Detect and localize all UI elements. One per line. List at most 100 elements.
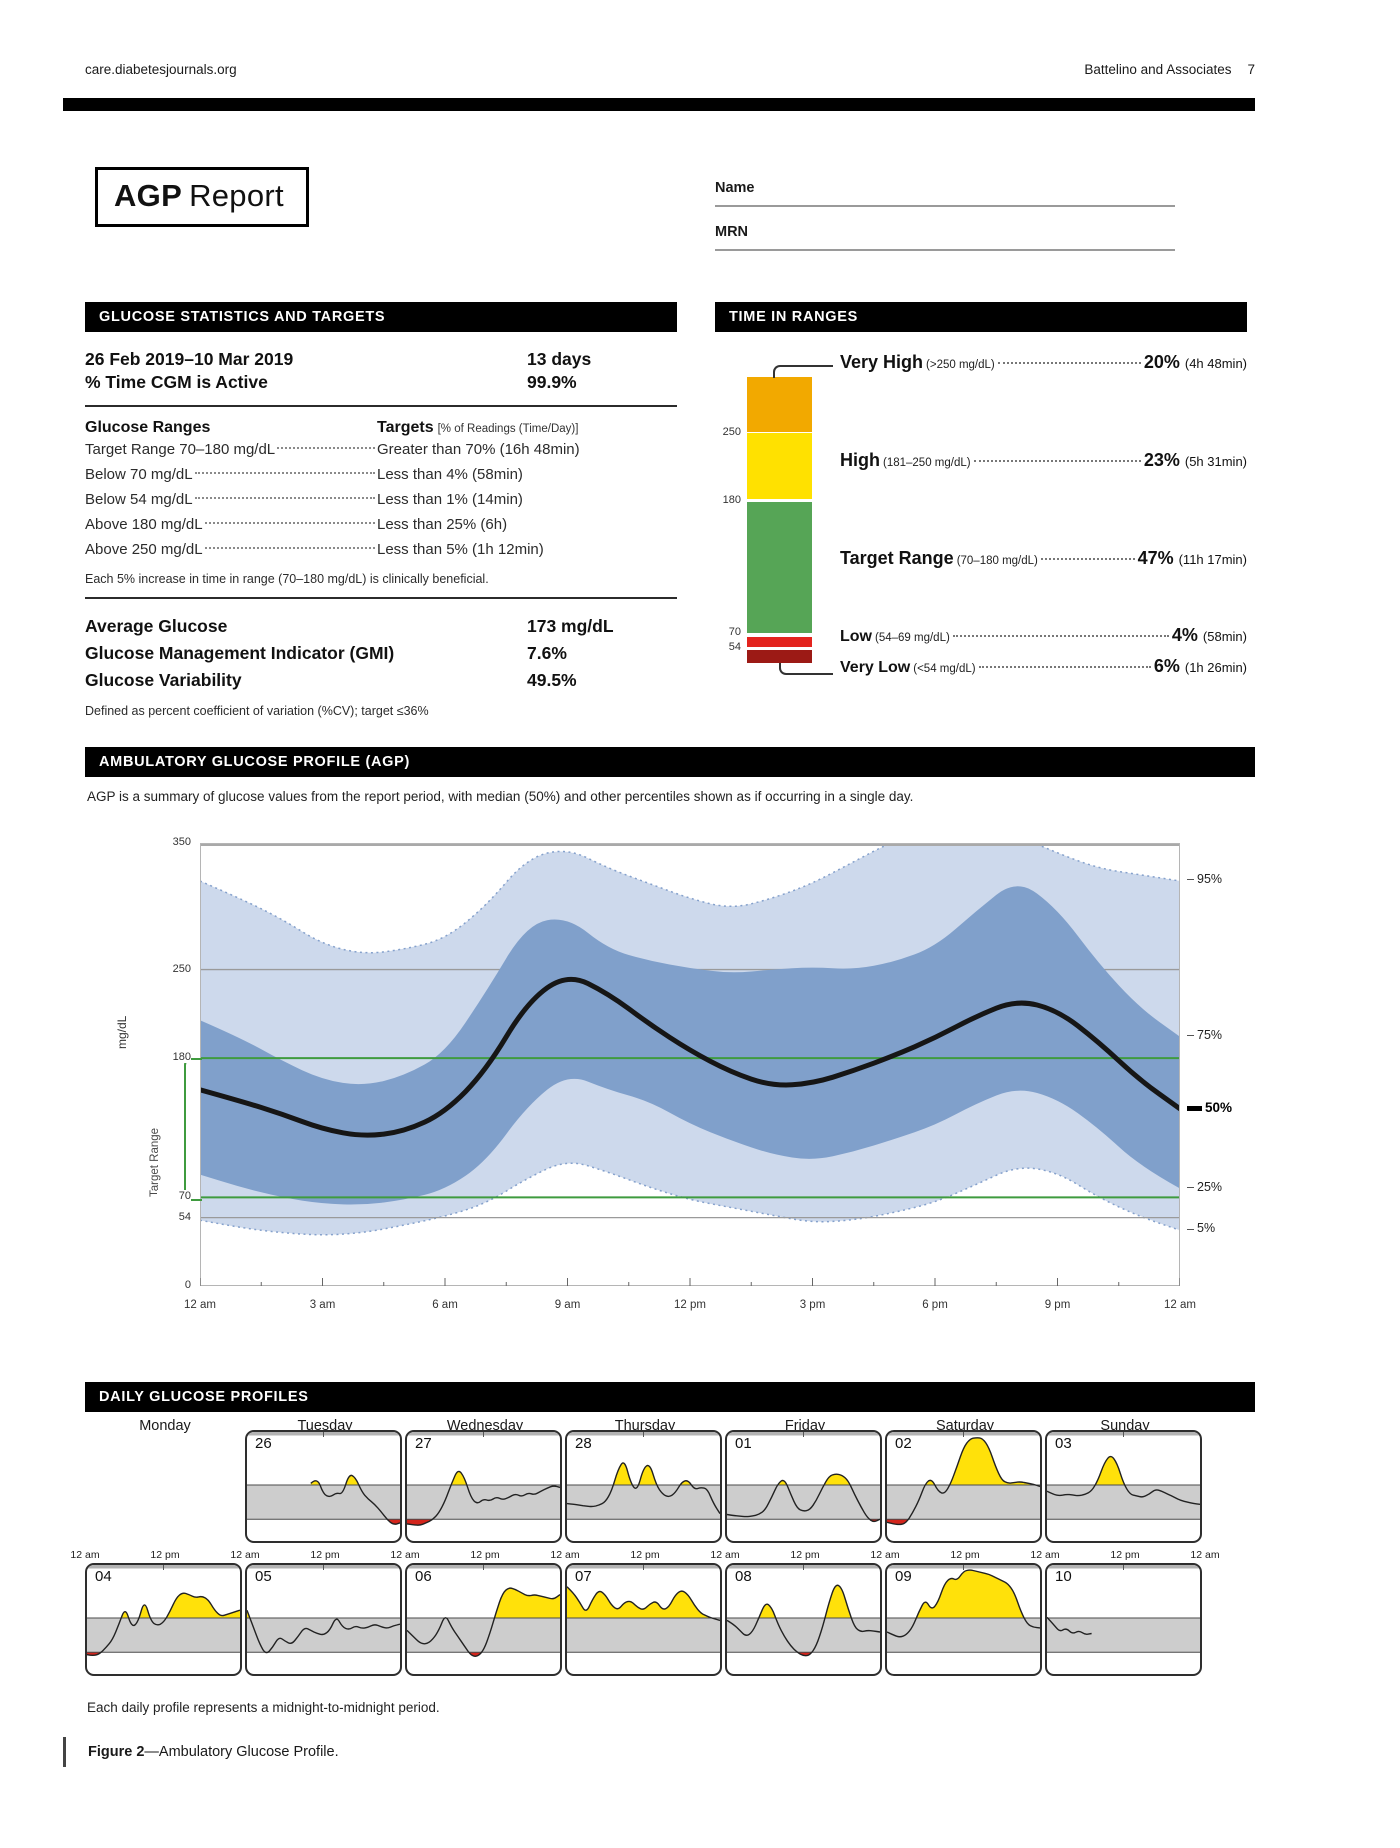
- agp-ytick-54: 54: [157, 1211, 191, 1223]
- daily-profiles-header: DAILY GLUCOSE PROFILES: [85, 1382, 1255, 1412]
- range-bounds: (>250 mg/dL): [926, 359, 995, 371]
- patient-fields: Name MRN: [715, 180, 1175, 268]
- name-field: Name: [715, 180, 1175, 207]
- agp-ytick-70: 70: [157, 1190, 191, 1202]
- page-number: 7: [1247, 62, 1255, 77]
- below-range-fill: [1047, 1519, 1200, 1541]
- band-25-75: [200, 886, 1180, 1205]
- bar-axis-180: 180: [722, 494, 741, 506]
- day-cell-09: 09: [885, 1563, 1042, 1676]
- dotted-leader: [194, 497, 375, 499]
- day-cell-28: 28: [565, 1430, 722, 1543]
- metric-label: Average Glucose: [85, 616, 228, 636]
- agp-description: AGP is a summary of glucose values from …: [87, 789, 914, 804]
- daily-xtick-label: 12 pm: [630, 1549, 660, 1561]
- daily-chart-svg: [1047, 1565, 1200, 1674]
- percentile-tick: [1187, 1186, 1194, 1188]
- daily-xtick-label: 12 pm: [310, 1549, 340, 1561]
- agp-xtick-label: 9 pm: [1044, 1299, 1071, 1311]
- range-percent: 4%: [1171, 625, 1198, 645]
- daily-xtick-label: 12 am: [230, 1549, 260, 1561]
- day-cell-02: 02: [885, 1430, 1042, 1543]
- figure-number: Figure 2: [88, 1744, 145, 1760]
- daily-profiles-section: DAILY GLUCOSE PROFILES Each daily profil…: [70, 1382, 1255, 1762]
- range-name: Very High: [840, 352, 924, 372]
- range-bounds: (54–69 mg/dL): [875, 632, 950, 644]
- daily-xtick-label: 12 am: [870, 1549, 900, 1561]
- p5-edge: [200, 1162, 1180, 1236]
- glucose-trace: [247, 1609, 400, 1654]
- range-percent: 23%: [1143, 450, 1180, 470]
- daily-chart-svg: [407, 1432, 560, 1526]
- range-duration: (4h 48min): [1184, 356, 1247, 371]
- bar-axis-54: 54: [728, 641, 741, 653]
- daily-chart-svg: [247, 1432, 400, 1525]
- figure-caption: Figure 2—Ambulatory Glucose Profile.: [63, 1737, 339, 1767]
- targets-header: Targets: [377, 419, 434, 436]
- variability-note: Defined as percent coefficient of variat…: [85, 704, 429, 718]
- target-range-row: Target Range (70–180 mg/dL) 47% (11h 17m…: [840, 548, 1247, 569]
- below-range-fill: [247, 1652, 400, 1653]
- tir-benefit-note: Each 5% increase in time in range (70–18…: [85, 572, 489, 586]
- day-number: 06: [415, 1568, 432, 1585]
- journal-site-url: care.diabetesjournals.org: [85, 62, 237, 77]
- glucose-trace: [887, 1569, 1040, 1638]
- daily-chart-svg: [887, 1432, 1040, 1526]
- range-label: Below 70 mg/dL: [85, 466, 193, 483]
- daily-chart-svg: [87, 1565, 240, 1657]
- day-cell-06: 06: [405, 1563, 562, 1676]
- range-name: High: [840, 450, 880, 470]
- range-row: Below 54 mg/dL Less than 1% (14min): [85, 487, 677, 512]
- glucose-statistics-section: GLUCOSE STATISTICS AND TARGETS 26 Feb 20…: [85, 302, 677, 718]
- range-label: Target Range 70–180 mg/dL: [85, 441, 276, 458]
- daily-xtick-label: 12 pm: [150, 1549, 180, 1561]
- divider: [85, 405, 677, 407]
- agp-ytick-0: 0: [157, 1279, 191, 1291]
- target-value: Greater than 70% (16h 48min): [377, 441, 580, 458]
- days-count: 13 days: [527, 349, 592, 369]
- glucose-trace: [407, 1470, 560, 1526]
- percentile-label-25: 25%: [1187, 1180, 1222, 1194]
- caption-rule: [63, 1737, 66, 1767]
- percentile-tick: [1187, 879, 1194, 881]
- metric-value: 49.5%: [527, 670, 577, 690]
- range-row: Above 250 mg/dL Less than 5% (1h 12min): [85, 537, 677, 562]
- below-range-fill: [727, 1652, 880, 1656]
- daily-xtick-label: 12 am: [390, 1549, 420, 1561]
- day-number: 04: [95, 1568, 112, 1585]
- dotted-leader: [204, 547, 375, 549]
- agp-xtick-label: 3 pm: [799, 1299, 826, 1311]
- daily-xtick-label: 12 pm: [470, 1549, 500, 1561]
- cgm-active-value: 99.9%: [527, 372, 577, 392]
- bar-segment-target: [747, 502, 812, 633]
- below-range-fill: [407, 1519, 560, 1526]
- below-range-fill: [887, 1519, 1040, 1525]
- very-low-row: Very Low (<54 mg/dL) 6% (1h 26min): [840, 656, 1247, 677]
- daily-chart-svg: [727, 1565, 880, 1657]
- agp-ytick-350: 350: [157, 836, 191, 848]
- agp-y-axis-label: mg/dL: [115, 1015, 129, 1049]
- agp-xtick-label: 12 pm: [674, 1299, 706, 1311]
- percentile-label-5: 5%: [1187, 1221, 1215, 1235]
- glucose-trace: [87, 1592, 240, 1657]
- daily-xtick-label: 12 am: [70, 1549, 100, 1561]
- percentile-label-75: 75%: [1187, 1028, 1222, 1042]
- target-value: Less than 4% (58min): [377, 466, 523, 483]
- glucose-ranges-header: Glucose Ranges: [85, 419, 211, 436]
- daily-xtick-label: 12 am: [1190, 1549, 1220, 1561]
- percentile-text: 50%: [1205, 1099, 1233, 1115]
- below-range-fill: [407, 1652, 560, 1657]
- high-row: High (181–250 mg/dL) 23% (5h 31min): [840, 450, 1247, 471]
- median-line: [200, 976, 1180, 1138]
- range-percent: 20%: [1143, 352, 1180, 372]
- day-cell-08: 08: [725, 1563, 882, 1676]
- report-period: 26 Feb 2019–10 Mar 2019 13 days % Time C…: [85, 348, 677, 394]
- daily-chart-svg: [247, 1565, 400, 1654]
- daily-chart-svg: [567, 1432, 720, 1520]
- below-range-fill: [887, 1652, 1040, 1674]
- day-number: 27: [415, 1435, 432, 1452]
- range-bounds: (<54 mg/dL): [913, 663, 976, 675]
- range-label: Above 250 mg/dL: [85, 541, 203, 558]
- bar-axis-250: 250: [722, 426, 741, 438]
- below-range-fill: [1047, 1652, 1200, 1674]
